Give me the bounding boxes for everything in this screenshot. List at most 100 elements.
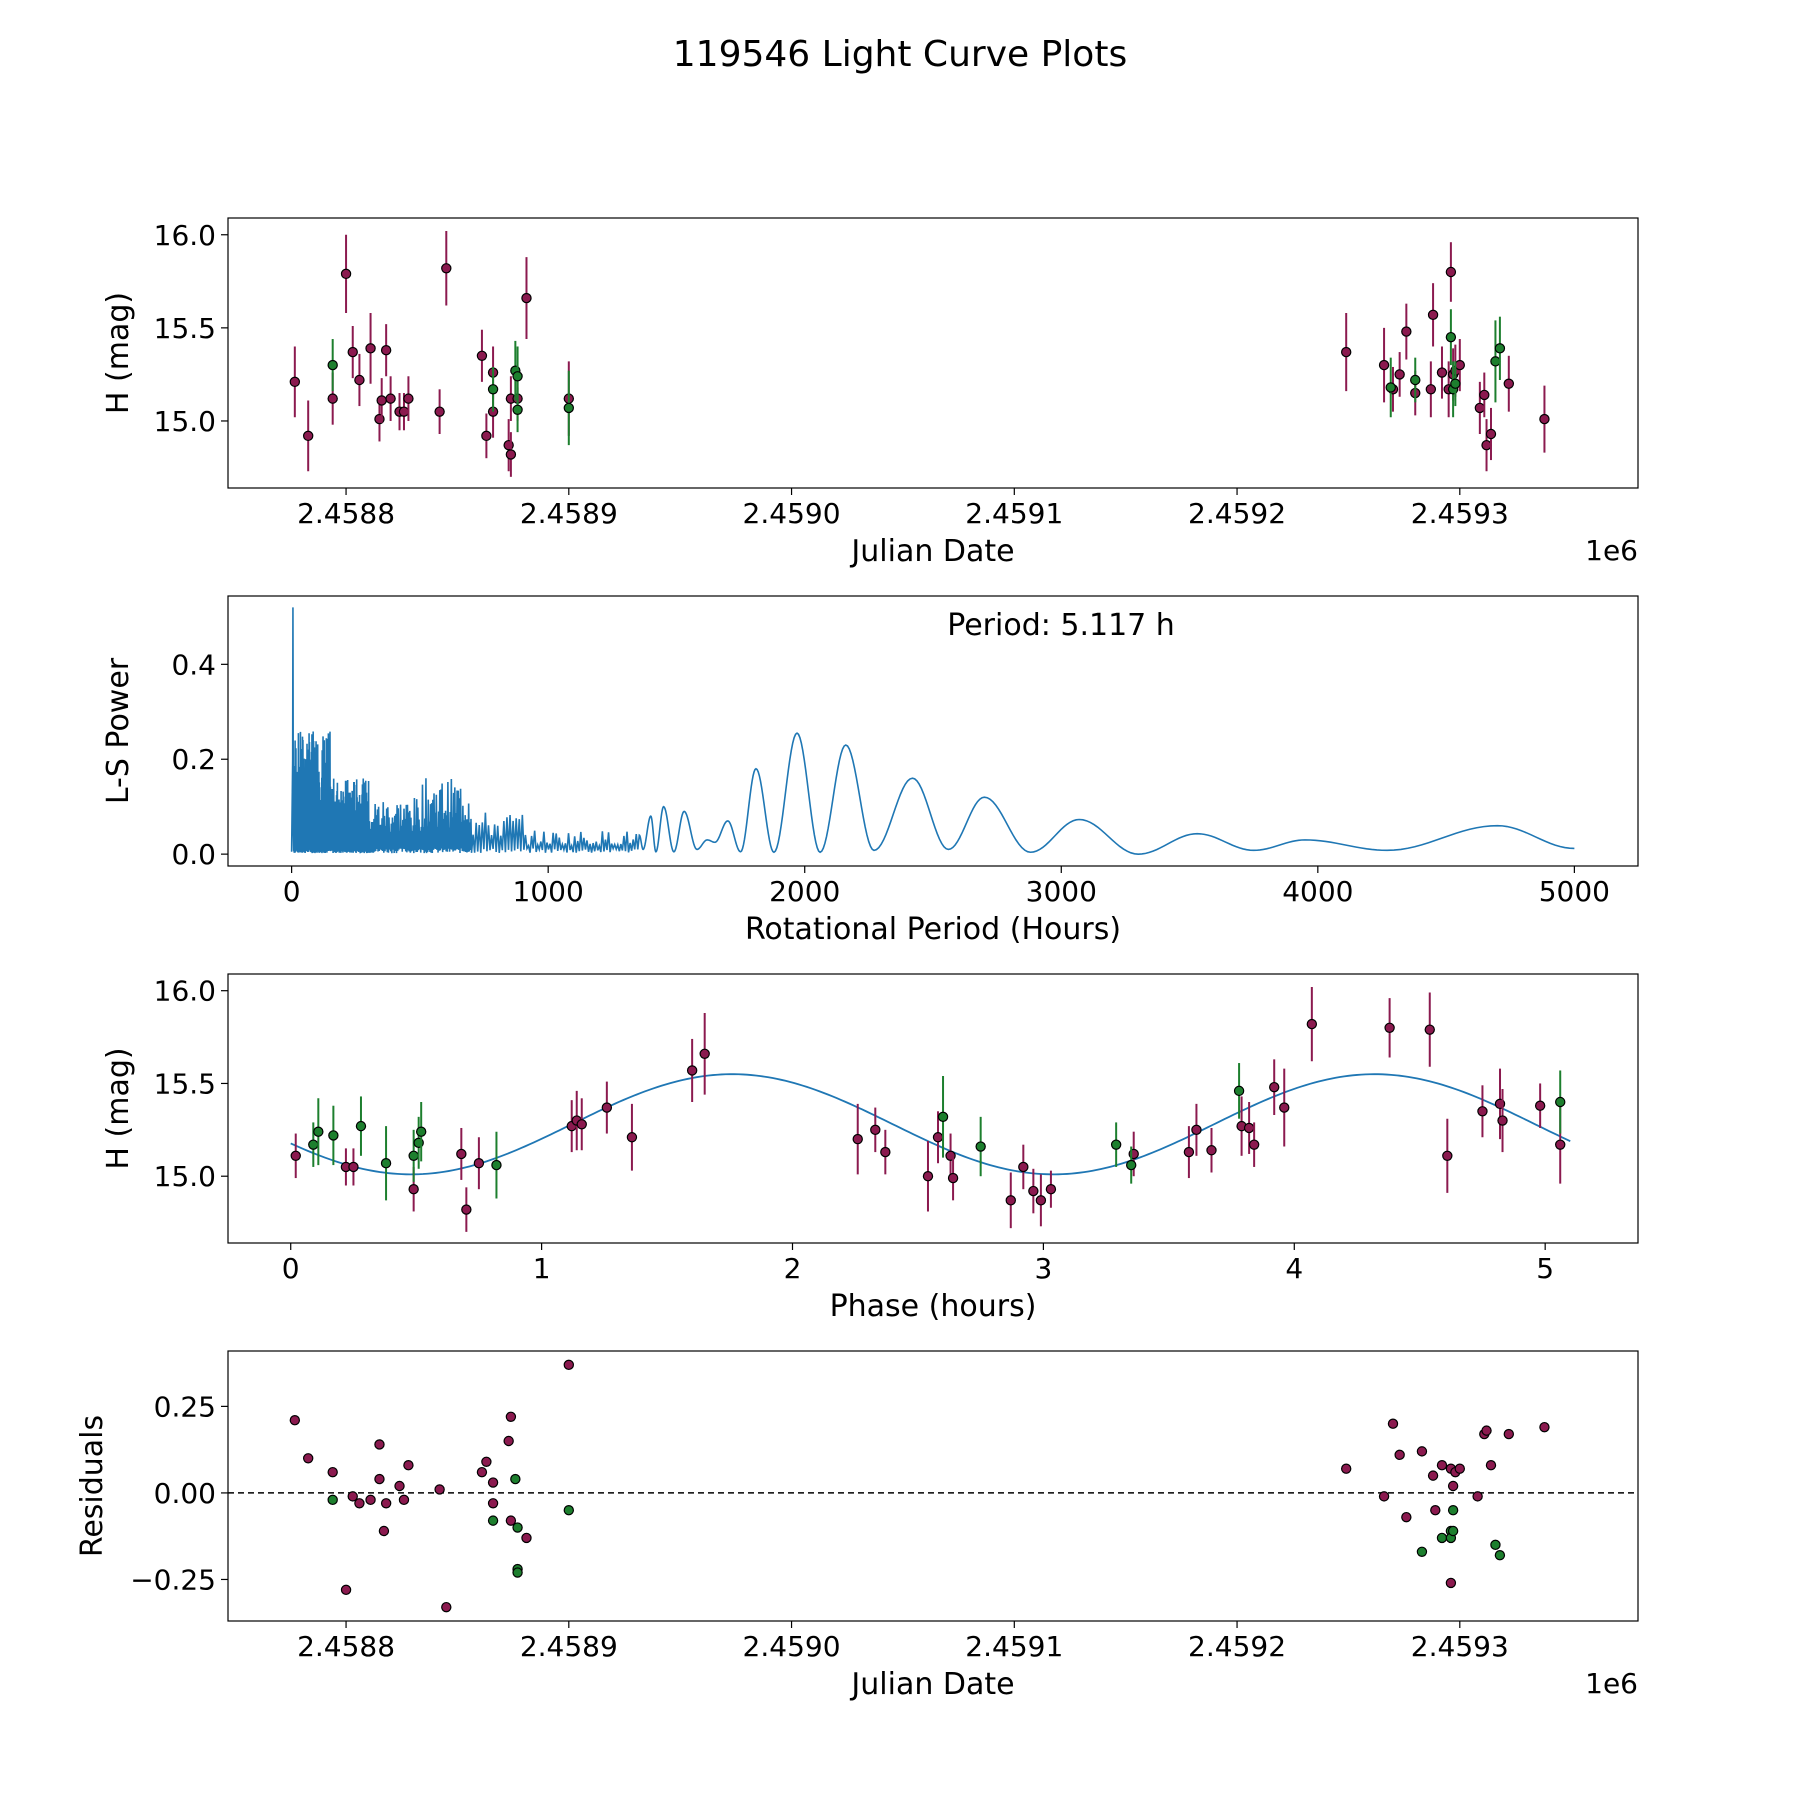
chart2-point-purple xyxy=(1191,1124,1202,1136)
chart0-ytick-label: 15.5 xyxy=(154,312,216,345)
chart3-point-purple xyxy=(1485,1460,1497,1471)
chart3-point-purple xyxy=(1503,1428,1515,1440)
chart3-point-purple xyxy=(289,1415,301,1426)
chart0-xtick-label: 2.4593 xyxy=(1411,497,1509,530)
chart2-point-purple xyxy=(1442,1150,1453,1162)
chart0-ytick-label: 16.0 xyxy=(154,219,216,252)
chart0-y-axis-label: H (mag) xyxy=(101,292,136,414)
chart0-point-purple xyxy=(380,345,392,356)
chart3-point-purple xyxy=(481,1456,492,1467)
chart3-point-purple xyxy=(398,1494,410,1506)
chart1-xtick-label: 4000 xyxy=(1282,875,1353,908)
chart0-point-purple xyxy=(1445,266,1457,278)
chart3-xtick-label: 2.4591 xyxy=(965,1630,1063,1663)
chart2-point-purple xyxy=(461,1204,472,1215)
chart2-point-purple xyxy=(922,1171,934,1182)
chart0-point-green xyxy=(512,371,523,382)
chart1-y-axis-label: L-S Power xyxy=(101,657,136,804)
phase-model-curve xyxy=(290,1073,1571,1176)
chart3-offset-label: 1e6 xyxy=(1585,1667,1638,1700)
chart3-point-purple xyxy=(1445,1577,1457,1589)
chart2-point-purple xyxy=(932,1132,944,1143)
chart2-point-purple xyxy=(576,1119,587,1130)
chart3-point-purple xyxy=(434,1484,445,1495)
chart2-xtick-label: 5 xyxy=(1536,1252,1554,1285)
chart1-ytick-label: 0.2 xyxy=(171,743,216,776)
chart1-xtick-label: 0 xyxy=(283,875,301,908)
chart3-y-axis-label: Residuals xyxy=(75,1415,110,1557)
chart0-offset-label: 1e6 xyxy=(1585,534,1638,567)
chart3-point-purple xyxy=(1401,1511,1412,1523)
chart2-point-green xyxy=(1110,1139,1122,1150)
chart-phase: 0 1 2 3 4 5 15.0 15.5 16.0 Phase (hours) H (mag) xyxy=(101,973,1639,1324)
chart0-point-purple xyxy=(1479,389,1490,401)
chart3-ytick-label: −0.25 xyxy=(130,1563,216,1596)
chart2-point-green xyxy=(1233,1085,1245,1097)
chart2-point-purple xyxy=(1045,1183,1057,1195)
chart2-point-purple xyxy=(1248,1139,1260,1150)
chart-periodogram: Period: 5.117 h 0 1000 2000 3000 4000 5000 0.0 0… xyxy=(101,595,1639,947)
chart3-point-green xyxy=(487,1515,499,1526)
chart0-point-green xyxy=(1385,382,1396,393)
chart3-point-green xyxy=(1490,1539,1501,1551)
chart3-point-green xyxy=(1447,1525,1459,1537)
chart3-point-purple xyxy=(354,1498,365,1509)
chart3-xtick-label: 2.4593 xyxy=(1411,1630,1509,1663)
chart1-xtick-label: 5000 xyxy=(1539,875,1610,908)
chart3-point-purple xyxy=(1394,1449,1405,1461)
chart1-ytick-label: 0.0 xyxy=(171,838,216,871)
chart3-point-purple xyxy=(1427,1470,1439,1481)
chart3-point-green xyxy=(1494,1550,1506,1561)
chart2-xtick-label: 3 xyxy=(1034,1252,1052,1285)
figure-title: 119546 Light Curve Plots xyxy=(673,34,1127,75)
chart2-point-purple xyxy=(1183,1146,1195,1158)
chart3-point-green xyxy=(327,1494,338,1506)
chart0-point-purple xyxy=(505,449,517,460)
chart2-point-purple xyxy=(1206,1145,1217,1156)
chart3-point-purple xyxy=(1539,1421,1550,1433)
chart0-point-purple xyxy=(1394,369,1405,380)
chart0-point-purple xyxy=(1401,326,1412,337)
chart3-point-purple xyxy=(327,1466,338,1478)
chart0-point-purple xyxy=(376,395,387,406)
chart2-point-purple xyxy=(1477,1106,1488,1117)
chart2-point-green xyxy=(328,1130,339,1141)
chart2-point-purple xyxy=(626,1132,638,1143)
chart0-xtick-label: 2.4590 xyxy=(743,497,841,530)
chart2-point-purple xyxy=(473,1158,485,1169)
chart3-point-purple xyxy=(1472,1491,1483,1502)
chart3-point-purple xyxy=(365,1494,376,1506)
chart2-point-purple xyxy=(947,1172,959,1184)
chart3-point-green xyxy=(512,1522,523,1533)
chart0-point-purple xyxy=(1474,402,1486,414)
chart2-point-purple xyxy=(1306,1018,1318,1030)
chart3-point-purple xyxy=(503,1435,514,1447)
chart3-point-purple xyxy=(476,1466,488,1478)
chart3-xtick-label: 2.4589 xyxy=(520,1630,618,1663)
chart3-point-purple xyxy=(441,1601,452,1613)
chart2-point-green xyxy=(380,1158,392,1169)
chart2-point-green xyxy=(937,1111,949,1123)
chart2-ytick-label: 15.5 xyxy=(154,1067,216,1100)
chart0-point-purple xyxy=(1539,413,1550,425)
chart0-point-green xyxy=(1450,378,1461,389)
chart3-point-purple xyxy=(487,1477,499,1488)
chart2-point-purple xyxy=(686,1065,698,1076)
chart0-point-purple xyxy=(302,430,314,442)
chart2-point-green xyxy=(308,1139,319,1150)
chart0-point-green xyxy=(487,384,499,395)
chart2-xtick-label: 4 xyxy=(1285,1252,1303,1285)
chart0-point-purple xyxy=(1378,359,1390,371)
chart3-ytick-label: 0.25 xyxy=(154,1390,216,1423)
chart3-point-purple xyxy=(378,1525,390,1537)
chart3-point-purple xyxy=(1436,1460,1448,1471)
chart3-point-purple xyxy=(403,1460,414,1471)
chart2-point-purple xyxy=(1424,1024,1435,1035)
chart3-point-purple xyxy=(347,1491,358,1502)
chart3-x-axis-label: Julian Date xyxy=(849,1667,1014,1702)
chart0-point-purple xyxy=(1425,384,1437,395)
chart2-point-purple xyxy=(1269,1081,1280,1093)
chart-panels: 2.4588 2.4589 2.4590 2.4591 2.4592 2.4593 15.0… xyxy=(75,217,1639,1702)
chart2-ytick-label: 16.0 xyxy=(154,975,216,1008)
chart0-point-purple xyxy=(354,374,365,386)
